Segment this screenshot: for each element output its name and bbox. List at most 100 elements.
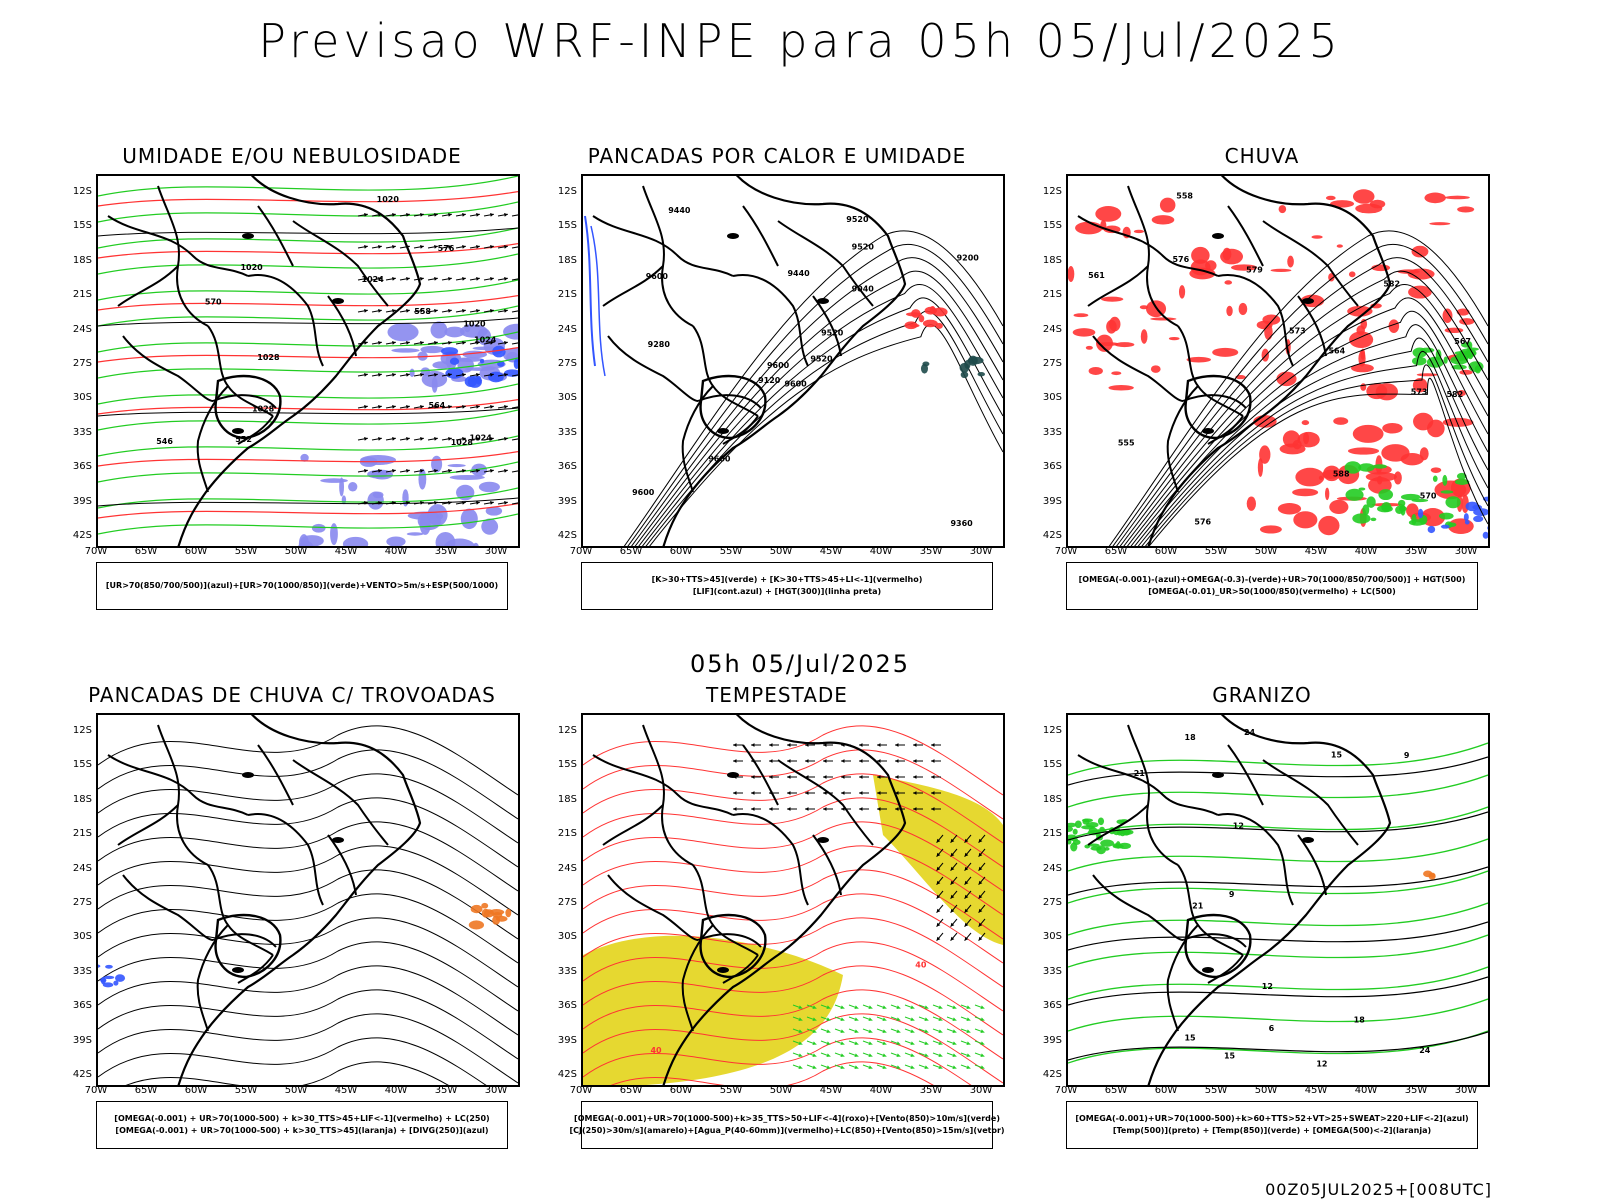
contour-label: 15 — [1184, 1033, 1196, 1042]
contour-label: 40 — [915, 961, 927, 970]
contour-label: 12 — [1233, 822, 1244, 831]
contour-label: 567 — [1454, 337, 1471, 346]
contour-label: 1028 — [451, 438, 474, 447]
longitude-label: 45W — [334, 546, 358, 557]
longitude-label: 60W — [669, 1085, 693, 1096]
latitude-label: 21S — [72, 289, 92, 301]
latitude-label: 24S — [1042, 323, 1062, 335]
legend-line: [OMEGA(-0.001)-(azul)+OMEGA(-0.3)-(verde… — [1078, 575, 1466, 584]
latitude-label: 15S — [72, 220, 92, 232]
latitude-label: 12S — [1042, 725, 1062, 736]
map-graphic: 15 12 15 18 18 21 21 24 24 12 9 6 9 12 15 — [1068, 715, 1488, 1085]
latitude-label: 18S — [72, 793, 92, 805]
longitude-label: 40W — [1354, 546, 1378, 557]
latitude-label: 39S — [1042, 1034, 1062, 1046]
map-legend: [K>30+TTS>45](verde) + [K>30+TTS>45+LI<-… — [581, 562, 993, 610]
latitude-label: 15S — [72, 759, 92, 771]
latitude-label: 27S — [1042, 358, 1062, 369]
contour-label: 9 — [1229, 890, 1235, 899]
longitude-label: 30W — [969, 546, 993, 557]
longitude-label: 45W — [1304, 1085, 1328, 1096]
contour-label: 1028 — [252, 405, 275, 414]
latitude-label: 39S — [557, 495, 577, 507]
longitude-label: 70W — [569, 546, 593, 557]
contour-label: 15 — [1224, 1051, 1236, 1060]
longitude-label: 30W — [1454, 546, 1478, 557]
legend-line: [OMEGA(-0.001)+UR>70(1000-500)+k>35_TTS>… — [574, 1114, 1000, 1123]
contour-label: 9520 — [852, 243, 875, 252]
map-graphic: 1020102010241024102810241028102010285765… — [98, 176, 518, 546]
latitude-label: 36S — [557, 461, 577, 473]
latitude-label: 21S — [72, 828, 92, 840]
longitude-label: 60W — [184, 546, 208, 557]
legend-line: [CJ(250)>30m/s](amarelo)+[Agua_P(40-60mm… — [569, 1126, 1005, 1135]
longitude-label: 45W — [819, 546, 843, 557]
latitude-label: 21S — [557, 828, 577, 840]
contour-label: 9520 — [810, 355, 833, 364]
panel-title: CHUVA — [1224, 144, 1300, 168]
contour-label: 12 — [1262, 982, 1273, 991]
contour-label: 9440 — [787, 269, 810, 278]
contour-label: 576 — [438, 244, 455, 253]
latitude-label: 30S — [72, 392, 92, 404]
latitude-label: 30S — [72, 931, 92, 943]
contour-label: 9600 — [708, 455, 731, 464]
legend-line: [OMEGA(-0.001)+UR>70(1000-500)+k>60+TTS>… — [1075, 1114, 1469, 1123]
latitude-label: 42S — [557, 530, 577, 541]
longitude-label: 55W — [1204, 1085, 1228, 1096]
contour-label: 6 — [1269, 1024, 1275, 1033]
map-graphic: 40 40 — [583, 715, 1003, 1085]
latitude-label: 24S — [1042, 862, 1062, 874]
contour-label: 1028 — [257, 353, 280, 362]
longitude-label: 35W — [919, 1085, 943, 1096]
forecast-map: 1020 1020 1024 1024 1028 1024 1028 1020 1028 576 5… — [96, 174, 520, 548]
latitude-label: 12S — [1042, 186, 1062, 197]
latitude-label: 36S — [72, 1000, 92, 1012]
contour-label: 9600 — [767, 361, 790, 370]
latitude-label: 27S — [72, 897, 92, 908]
longitude-label: 70W — [569, 1085, 593, 1096]
latitude-label: 36S — [72, 461, 92, 473]
contour-label: 18 — [1354, 1016, 1366, 1025]
legend-line: [OMEGA(-0.001) + UR>70(1000-500) + k>30_… — [115, 1126, 489, 1135]
map-graphic: 9600 9600 9600 9600 9520 9600 9520 9440 9520 9520… — [584, 176, 1003, 546]
map-panel: PANCADAS DE CHUVA C/ TROVOADAS 12S 15S 18S 2… — [52, 683, 532, 1173]
latitude-label: 12S — [72, 186, 92, 197]
contour-label: 555 — [1118, 439, 1135, 448]
longitude-label: 40W — [384, 546, 408, 557]
longitude-label: 30W — [484, 546, 508, 557]
longitude-label: 45W — [334, 1085, 358, 1096]
contour-label: 9200 — [957, 253, 980, 262]
panel-title: PANCADAS DE CHUVA C/ TROVOADAS — [88, 683, 496, 707]
latitude-label: 30S — [1042, 931, 1062, 943]
longitude-label: 40W — [1354, 1085, 1378, 1096]
longitude-label: 35W — [1404, 546, 1428, 557]
longitude-label: 55W — [719, 546, 743, 557]
longitude-label: 55W — [234, 1085, 258, 1096]
longitude-label: 55W — [234, 546, 258, 557]
latitude-label: 33S — [72, 426, 92, 438]
latitude-label: 12S — [557, 186, 577, 197]
latitude-label: 39S — [72, 495, 92, 507]
longitude-label: 60W — [669, 546, 693, 557]
latitude-label: 42S — [1042, 1069, 1062, 1080]
longitude-label: 50W — [769, 546, 793, 557]
longitude-label: 50W — [284, 546, 308, 557]
longitude-label: 55W — [719, 1085, 743, 1096]
map-legend: [OMEGA(-0.001)+UR>70(1000-500)+k>35_TTS>… — [569, 1101, 1005, 1149]
latitude-label: 24S — [72, 862, 92, 874]
latitude-label: 30S — [1042, 392, 1062, 404]
contour-label: 9440 — [668, 206, 691, 215]
contour-label: 9360 — [950, 519, 973, 528]
forecast-map: 15 12 15 18 18 21 21 24 24 12 9 6 9 12 15 — [1066, 713, 1490, 1087]
panel-title: PANCADAS POR CALOR E UMIDADE — [587, 144, 967, 168]
longitude-label: 65W — [1104, 1085, 1128, 1096]
contour-label: 570 — [1420, 491, 1437, 500]
contour-label: 9600 — [784, 380, 807, 389]
longitude-label: 45W — [1304, 546, 1328, 557]
panel-title: TEMPESTADE — [706, 683, 848, 707]
latitude-label: 24S — [72, 323, 92, 335]
longitude-label: 45W — [819, 1085, 843, 1096]
latitude-label: 12S — [72, 725, 92, 736]
latitude-label: 21S — [1042, 289, 1062, 301]
